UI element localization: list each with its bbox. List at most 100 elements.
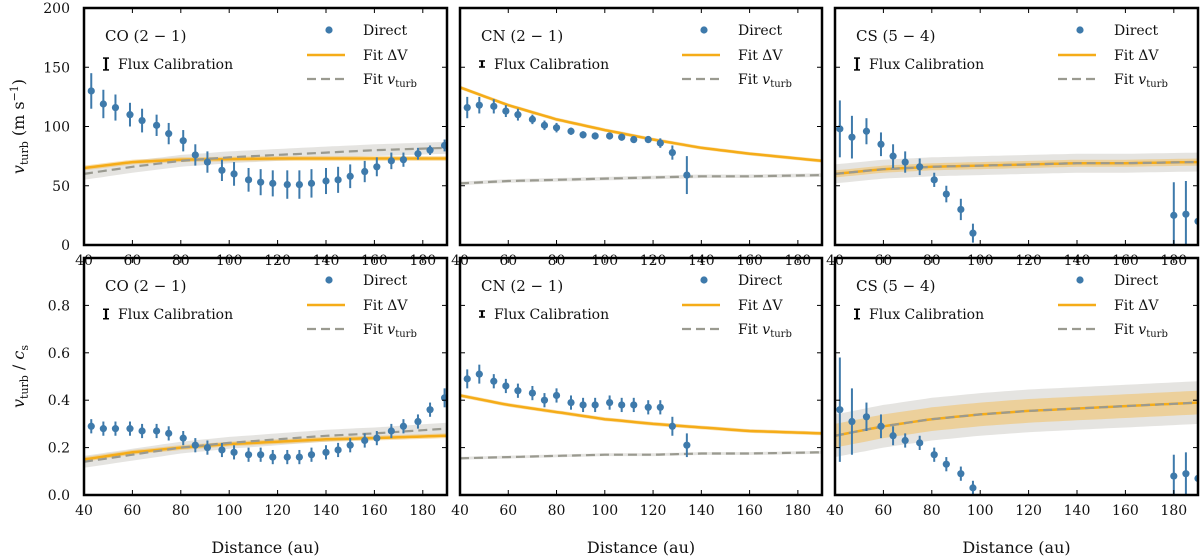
direct-point	[87, 422, 95, 430]
direct-point	[463, 103, 471, 112]
legend-direct-label: Direct	[738, 23, 783, 39]
y-tick-label: 200	[43, 1, 70, 17]
panel-title: CN (2 − 1)	[481, 27, 563, 45]
y-label-slash: /	[9, 360, 28, 376]
direct-point	[528, 389, 537, 397]
x-tick-label: 80	[548, 503, 566, 519]
direct-point	[138, 427, 146, 435]
x-axis-label: Distance (au)	[587, 538, 695, 557]
legend-direct-label: Direct	[1114, 23, 1159, 39]
fit-vturb-line	[84, 146, 447, 175]
x-tick-label: 60	[499, 503, 517, 519]
direct-point	[244, 176, 253, 184]
plot-area	[460, 85, 822, 195]
direct-point	[334, 176, 342, 184]
fit-dv-band	[84, 433, 447, 462]
legend-fit-vturb-subscript: turb	[770, 79, 792, 90]
x-tick-label: 100	[591, 503, 618, 519]
fit-dv-line	[84, 434, 447, 461]
legend-fit-vturb-prefix: Fit	[363, 72, 387, 88]
direct-point	[540, 396, 549, 404]
direct-point	[203, 444, 212, 452]
direct-point	[579, 401, 587, 409]
direct-point	[901, 436, 909, 445]
legend-fit-vturb-label: Fit vturb	[738, 72, 792, 90]
direct-point	[668, 148, 676, 157]
direct-point	[126, 425, 134, 433]
direct-point	[463, 375, 471, 383]
direct-point	[606, 132, 614, 140]
fit-dv-band	[460, 85, 822, 163]
direct-point	[179, 434, 187, 442]
direct-point	[1170, 211, 1178, 219]
direct-point	[591, 132, 599, 140]
direct-point	[579, 131, 587, 139]
y-label-subscript: turb	[18, 141, 31, 165]
direct-point	[230, 170, 238, 178]
fit-dv-line	[460, 394, 822, 435]
direct-point	[528, 115, 537, 123]
panel-ratio-co: 40 60 80 100 120 140 160 180 0.0 0.2 0.4 0.6 0.8 CO (…	[48, 256, 449, 519]
y-label-symbol: v	[9, 165, 28, 174]
direct-point	[644, 135, 652, 144]
fit-vturb-line	[460, 451, 822, 460]
x-axis-label: Distance (au)	[211, 538, 319, 557]
x-tick-label: 120	[1015, 503, 1042, 519]
direct-point	[346, 441, 354, 449]
x-axis-label: Distance (au)	[962, 538, 1070, 557]
x-tick-label: 140	[688, 503, 715, 519]
direct-point	[244, 451, 253, 459]
direct-point	[862, 413, 871, 421]
direct-point	[1182, 470, 1190, 478]
fit-vturb-band	[835, 381, 1198, 458]
direct-point	[656, 403, 664, 411]
direct-point	[99, 100, 107, 108]
legend-fit-vturb-prefix: Fit	[738, 72, 762, 88]
x-tick-label: 160	[361, 503, 388, 519]
direct-point	[567, 127, 575, 135]
legend-direct-marker	[700, 26, 708, 34]
x-tick-label: 60	[874, 503, 892, 519]
direct-point	[283, 180, 291, 189]
plot-area	[835, 100, 1198, 245]
direct-point	[618, 133, 626, 141]
panel-frame	[82, 256, 449, 497]
direct-point	[269, 453, 277, 461]
direct-point	[399, 156, 408, 164]
direct-point	[1182, 210, 1190, 218]
legend-fit-vturb-label: Fit vturb	[1114, 72, 1168, 90]
direct-point	[126, 111, 134, 119]
direct-point	[514, 387, 522, 395]
direct-point	[307, 179, 316, 187]
direct-point	[399, 422, 408, 430]
y-tick-label: 0.6	[48, 346, 70, 362]
y-tick-label: 50	[52, 179, 70, 195]
direct-point	[138, 116, 146, 125]
direct-point	[901, 158, 909, 166]
x-tick-label: 40	[75, 503, 93, 519]
direct-point	[630, 401, 638, 409]
y-tick-label: 100	[43, 120, 70, 136]
x-tick-label: 80	[923, 503, 941, 519]
panel-ratio-cs: 40 60 80 100 120 140 160 180 CS (5 − 4) Flux Cali…	[826, 256, 1200, 519]
direct-point	[862, 127, 871, 135]
direct-point	[426, 146, 434, 154]
legend-direct-marker	[1076, 276, 1084, 284]
legend-direct-marker	[700, 276, 708, 284]
legend-direct-marker	[325, 276, 333, 284]
legend-fit-vturb-subscript: turb	[770, 329, 792, 340]
legend-fit-dv-label: Fit ΔV	[1114, 48, 1159, 64]
y-tick-label: 0.8	[48, 298, 70, 314]
direct-point	[203, 158, 212, 166]
direct-point	[836, 125, 844, 133]
direct-point	[957, 205, 965, 214]
direct-point	[307, 451, 316, 459]
legend-flux-label: Flux Calibration	[869, 57, 984, 73]
x-tick-label: 180	[784, 503, 811, 519]
direct-point	[591, 401, 599, 409]
panel-ratio-cn: 40 60 80 100 120 140 160 180 CN (2 − 1) Flux Cali…	[451, 256, 824, 519]
direct-point	[334, 446, 342, 454]
x-tick-label: 160	[736, 503, 763, 519]
